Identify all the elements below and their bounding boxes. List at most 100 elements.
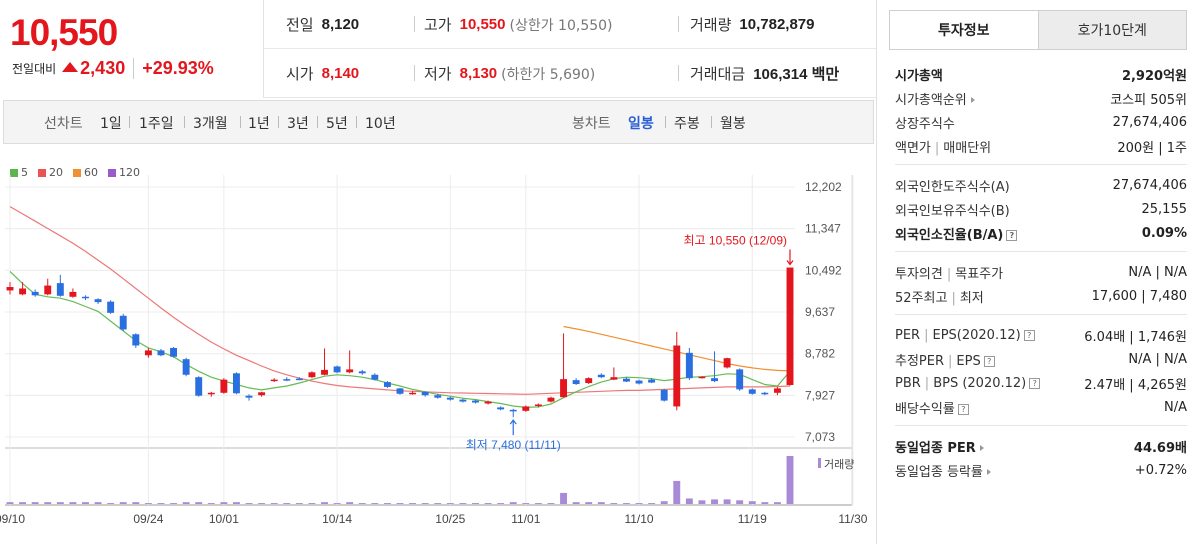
help-icon[interactable]: ? (1029, 377, 1041, 389)
candle-body (69, 291, 77, 297)
volume-bar (333, 503, 341, 504)
summary-row-2: 시가 8,140 저가 8,130 (하한가 5,690) 거래대금 106,314 백… (264, 49, 876, 98)
candle-body (472, 400, 479, 403)
tab-weekly[interactable]: 주봉 (674, 116, 700, 132)
candle-body (207, 392, 215, 395)
up-arrow-icon (62, 62, 79, 72)
candle-body (170, 347, 178, 357)
y-tick-label: 9,637 (805, 305, 835, 319)
volume-bar (673, 480, 681, 504)
volume-bar (19, 502, 27, 504)
volume-bar (497, 503, 505, 504)
candle-body (358, 371, 366, 374)
tab-3month[interactable]: 3개월 (193, 116, 228, 132)
divider (678, 16, 679, 32)
volume-bar (484, 503, 492, 504)
high-annotation: 최고 10,550 (12/09) (684, 234, 787, 248)
volume-bar (610, 503, 618, 504)
tab-3year[interactable]: 3년 (287, 116, 309, 132)
low-label: 저가 (424, 65, 452, 83)
volume-bar (321, 502, 328, 504)
candle-body (610, 377, 618, 380)
volume-bar (283, 503, 291, 504)
candle-body (685, 352, 693, 379)
tab-1week[interactable]: 1주일 (139, 116, 174, 132)
volume-bar (736, 500, 744, 504)
tab-monthly[interactable]: 월봉 (720, 116, 746, 132)
x-tick-label: 11/30 (838, 512, 867, 526)
help-icon[interactable]: ? (1006, 229, 1018, 241)
candle-body (396, 388, 404, 394)
volume-bar (182, 502, 190, 504)
change-label: 전일대비 (12, 62, 57, 76)
help-icon[interactable]: ? (983, 355, 995, 367)
candle-body (144, 350, 152, 356)
info-value: 2.47배 | 4,265원 (1084, 377, 1187, 393)
info-row[interactable]: 동일업종 등락률 +0.72% (895, 458, 1187, 482)
info-key: 52주최고 | 최저 (895, 290, 984, 306)
candle-body (132, 334, 140, 346)
tab-1year[interactable]: 1년 (248, 116, 270, 132)
info-key: PER | EPS(2020.12)? (895, 328, 1035, 343)
info-key: PBR | BPS (2020.12)? (895, 376, 1041, 391)
help-icon[interactable]: ? (957, 403, 969, 415)
candle-body (484, 401, 492, 404)
candle-body (333, 366, 341, 373)
info-value: 25,155 (1141, 201, 1188, 217)
volume-bar (585, 502, 593, 504)
candlestick-chart[interactable]: 최고 10,550 (12/09) 최저 7,480 (11/11) 거래량 12… (0, 175, 876, 544)
y-tick-label: 7,073 (805, 430, 835, 444)
chevron-right-icon (979, 445, 984, 451)
volume-bar (170, 503, 178, 504)
panel-tabs: 투자정보 호가10단계 (889, 10, 1187, 50)
volume-bar (44, 502, 52, 504)
volume-bar (761, 502, 769, 504)
volume-value: 10,782,879 (739, 16, 815, 33)
low-arrow-icon (509, 419, 517, 436)
help-icon[interactable]: ? (1023, 329, 1035, 341)
invest-info-table: 시가총액 2,920억원 시가총액순위 코스피 505위 상장주식수 27,674,406… (895, 62, 1187, 482)
info-row: 외국인소진율(B/A)? 0.09% (895, 221, 1187, 245)
ma-legend: 5 20 60 120 (10, 166, 140, 179)
open-price: 시가 8,140 (286, 49, 359, 98)
candle-body (547, 397, 555, 402)
x-tick-label: 10/01 (209, 512, 239, 526)
info-key: 액면가 | 매매단위 (895, 140, 992, 156)
info-key: 상장주식수 (895, 116, 955, 132)
chevron-right-icon (986, 469, 991, 475)
info-row: 외국인한도주식수(A) 27,674,406 (895, 173, 1187, 197)
info-key: 동일업종 등락률 (895, 461, 991, 480)
candle-body (107, 301, 115, 313)
tab-daily[interactable]: 일봉 (628, 116, 654, 132)
volume-bar (434, 503, 442, 504)
volume-bar (723, 499, 731, 504)
volume-bar (534, 503, 542, 504)
volume-bar (660, 501, 668, 504)
info-key: 추정PER | EPS? (895, 350, 995, 369)
tab-orderbook[interactable]: 호가10단계 (1037, 11, 1186, 49)
volume-bar (132, 502, 140, 504)
info-key: 투자의견 | 목표주가 (895, 266, 1004, 282)
info-key: 외국인한도주식수(A) (895, 179, 1010, 195)
volume-bar (220, 502, 228, 504)
volume-bar (232, 502, 240, 504)
tab-5year[interactable]: 5년 (326, 116, 348, 132)
info-row[interactable]: 시가총액순위 코스피 505위 (895, 86, 1187, 110)
candle-body (534, 404, 542, 406)
tab-10year[interactable]: 10년 (365, 116, 396, 132)
change-percent: +29.93% (133, 58, 214, 79)
volume-bar (547, 503, 555, 504)
volume-bar (786, 456, 794, 504)
candle-body (258, 392, 266, 396)
x-tick-label: 11/10 (624, 512, 653, 526)
volume-bar (56, 502, 64, 504)
tab-invest-info[interactable]: 투자정보 (890, 11, 1038, 49)
volume-bar (748, 501, 756, 504)
tab-1day[interactable]: 1일 (100, 116, 122, 132)
info-value: 2,920억원 (1121, 68, 1187, 84)
info-row: 외국인보유주식수(B) 25,155 (895, 197, 1187, 221)
info-row: 액면가 | 매매단위 200원 | 1주 (895, 134, 1187, 158)
info-row[interactable]: 동일업종 PER 44.69배 (895, 434, 1187, 458)
candle-body (434, 395, 442, 398)
volume-bar (773, 502, 781, 504)
